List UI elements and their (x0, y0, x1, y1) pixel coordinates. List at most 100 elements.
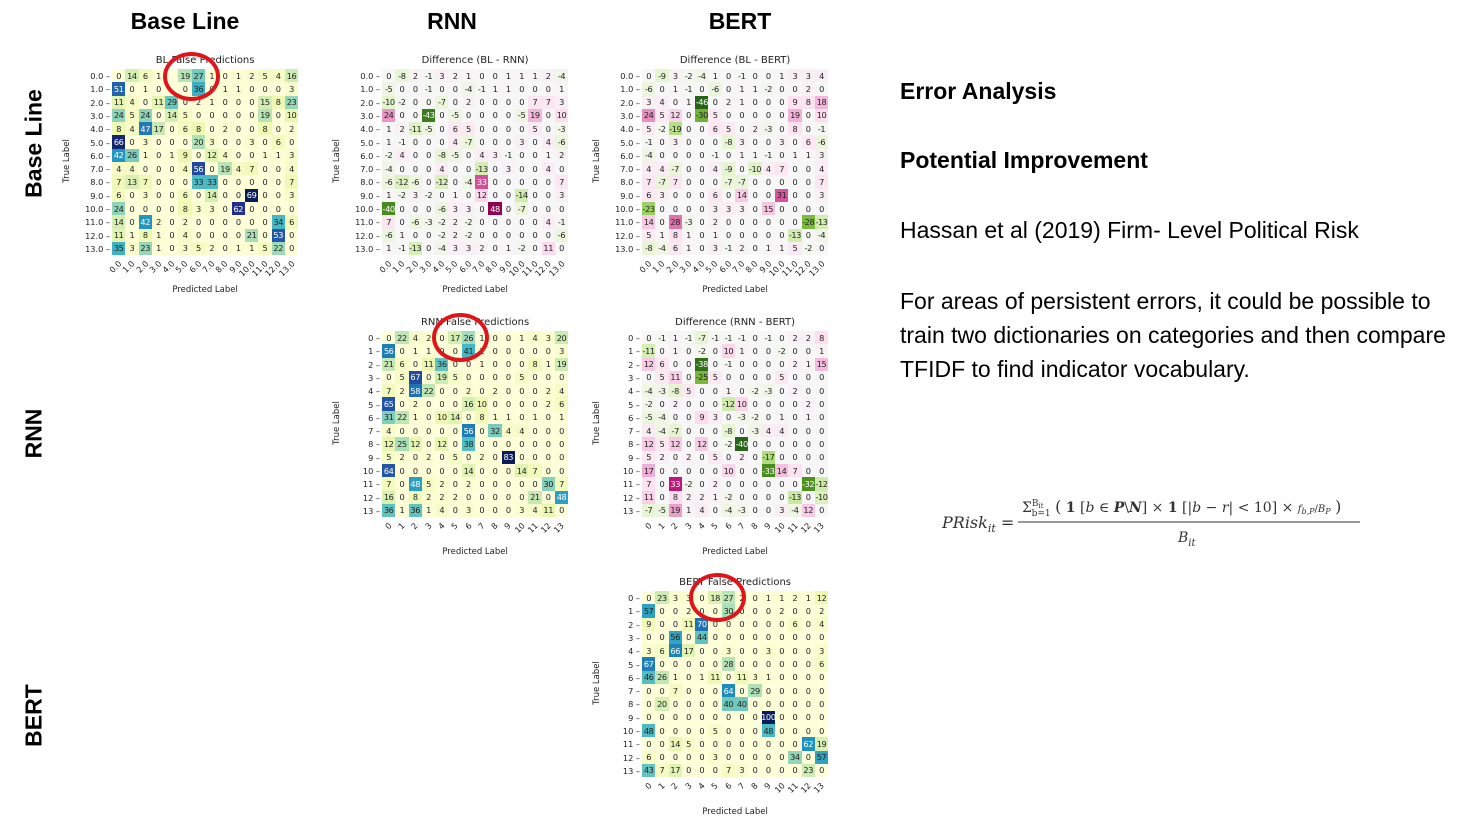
x-tick-label: 8 (749, 780, 760, 792)
heatmap-cell: 0 (708, 95, 722, 109)
formula-numerator: ΣBit b=1 ( 1 [b ∈ P\N] × 1 [|b − r| < 10]… (1022, 497, 1341, 520)
heatmap-cell: 0 (655, 148, 669, 163)
heatmap-cell: 12 (642, 437, 656, 451)
heatmap-cell: -7 (642, 503, 656, 518)
heatmap-cell: 0 (774, 95, 789, 109)
y-tick-label: 4 – (368, 386, 380, 397)
heatmap-cell: 14 (461, 463, 476, 478)
heatmap-cell: 0 (435, 135, 449, 149)
heatmap-cell: -7 (668, 424, 682, 438)
heatmap-cell: 7 (554, 477, 569, 491)
heatmap-cell: 2 (655, 450, 669, 464)
heatmap-cell: 29 (748, 684, 762, 698)
heatmap-cell: 7 (655, 763, 669, 778)
heatmap-cell: 2 (695, 490, 709, 504)
heatmap-cell: 0 (695, 424, 709, 438)
heatmap-cell: 1 (488, 410, 502, 425)
heatmap-cell: 0 (421, 201, 436, 216)
heatmap-cell: 0 (501, 215, 515, 229)
heatmap-cell: 4 (178, 228, 192, 242)
heatmap-cell: 67 (408, 370, 422, 385)
heatmap-cell: 0 (668, 710, 682, 724)
heatmap-cell: 0 (801, 617, 815, 631)
heatmap-cell: 1 (421, 344, 436, 358)
heatmap-cell: 0 (735, 463, 749, 478)
heatmap-cell: 0 (284, 201, 299, 216)
y-tick-label: 11.0 – (355, 217, 380, 228)
heatmap-cell: 0 (231, 135, 245, 149)
heatmap-cell: 0 (748, 357, 762, 371)
heatmap-cell: 16 (382, 490, 396, 504)
heatmap-cell: 0 (501, 135, 515, 149)
heatmap-cell: 0 (528, 424, 542, 438)
heatmap-cell: 0 (801, 175, 815, 189)
heatmap-cell: -5 (382, 82, 396, 96)
heatmap-cell: 0 (541, 201, 555, 216)
heatmap-cell: 12 (205, 148, 219, 163)
heatmap-cell: 0 (421, 397, 436, 411)
heatmap-cell: 2 (395, 450, 409, 464)
heatmap-cell: -2 (461, 215, 476, 229)
heatmap-cell: 0 (708, 697, 722, 711)
x-tick-label: 5 (709, 520, 720, 532)
heatmap-cell: 0 (435, 82, 449, 96)
heatmap-cell: 1 (138, 148, 152, 163)
heatmap-cell: 22 (395, 331, 409, 345)
heatmap-cell: 3 (408, 188, 422, 202)
heatmap-cell: 0 (761, 410, 775, 425)
heatmap-cell: 5 (681, 384, 696, 398)
heatmap-cell: 6 (814, 657, 829, 671)
y-tick-label: 11 – (622, 479, 640, 490)
heatmap-cell: 64 (382, 463, 396, 478)
heatmap-cell: -2 (721, 437, 736, 451)
heatmap-cell: 0 (655, 490, 669, 504)
heatmap-cell: -32 (801, 477, 815, 491)
heatmap-cell: 1 (774, 241, 789, 256)
heatmap-cell: 1 (774, 591, 789, 605)
heatmap-cell: 11 (112, 95, 126, 109)
x-tick-label: 7 (735, 780, 747, 792)
heatmap-cell: 7 (528, 463, 542, 478)
heatmap-cell: 0 (231, 95, 245, 109)
heatmap-cell: 0 (774, 763, 789, 778)
heatmap-cell: 3 (642, 95, 656, 109)
heatmap-cell: 0 (761, 684, 775, 698)
heatmap-cell: 6 (138, 69, 152, 83)
heatmap-cell: 0 (554, 370, 569, 385)
heatmap-cell: 2 (541, 397, 555, 411)
heatmap-cell: 1 (668, 82, 682, 96)
heatmap-cell: 2 (408, 69, 422, 83)
heatmap-cell: 7 (541, 95, 555, 109)
heatmap-cell: 0 (244, 201, 259, 216)
heatmap-cell: 6 (708, 188, 722, 202)
heatmap-cell: 3 (554, 188, 569, 202)
heatmap-cell: 0 (774, 710, 789, 724)
heatmap-cell: 0 (761, 737, 775, 751)
heatmap-cell: 0 (695, 162, 709, 176)
heatmap-cell: 0 (774, 357, 789, 371)
heatmap-cell: 0 (681, 670, 696, 685)
heatmap-cell: -1 (554, 215, 569, 229)
heatmap-cell: 0 (165, 175, 179, 189)
heatmap-cell: 0 (788, 424, 802, 438)
heatmap-cell: 0 (681, 135, 696, 149)
heatmap-cell: 1 (721, 384, 736, 398)
heatmap-cell: 3 (205, 201, 219, 216)
heatmap-cell: 0 (735, 657, 749, 671)
heatmap-cell: 2 (668, 397, 682, 411)
heatmap-cell: -4 (461, 82, 476, 96)
heatmap-cell: 0 (271, 175, 285, 189)
heatmap-cell: 3 (801, 69, 815, 83)
heatmap-cell: 0 (735, 108, 749, 123)
heatmap-diff-bl-bert: Difference (BL - BERT) 0 -9 3 -2 -4 1 0 -1 0 0 1 3 3 4… (592, 55, 829, 295)
heatmap-cell: 0 (761, 617, 775, 631)
heatmap-cell: 0 (501, 344, 515, 358)
y-tick-label: 7.0 – (90, 164, 110, 175)
heatmap-cell: 23 (801, 763, 815, 778)
heatmap-cell: 0 (761, 370, 775, 385)
heatmap-cell: 0 (461, 450, 476, 464)
heatmap-cell: -2 (801, 241, 815, 256)
x-axis-label: Predicted Label (702, 285, 768, 296)
heatmap-cell: 0 (244, 175, 259, 189)
heatmap-cell: 1 (774, 69, 789, 83)
